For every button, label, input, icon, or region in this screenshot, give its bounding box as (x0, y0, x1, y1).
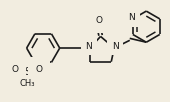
Text: N: N (112, 42, 118, 51)
Text: N: N (86, 42, 92, 51)
Text: O: O (95, 16, 102, 25)
Text: O: O (35, 65, 42, 74)
Text: S: S (24, 67, 30, 77)
Text: N: N (129, 13, 135, 22)
Text: O: O (12, 65, 19, 74)
Text: CH₃: CH₃ (19, 79, 35, 88)
